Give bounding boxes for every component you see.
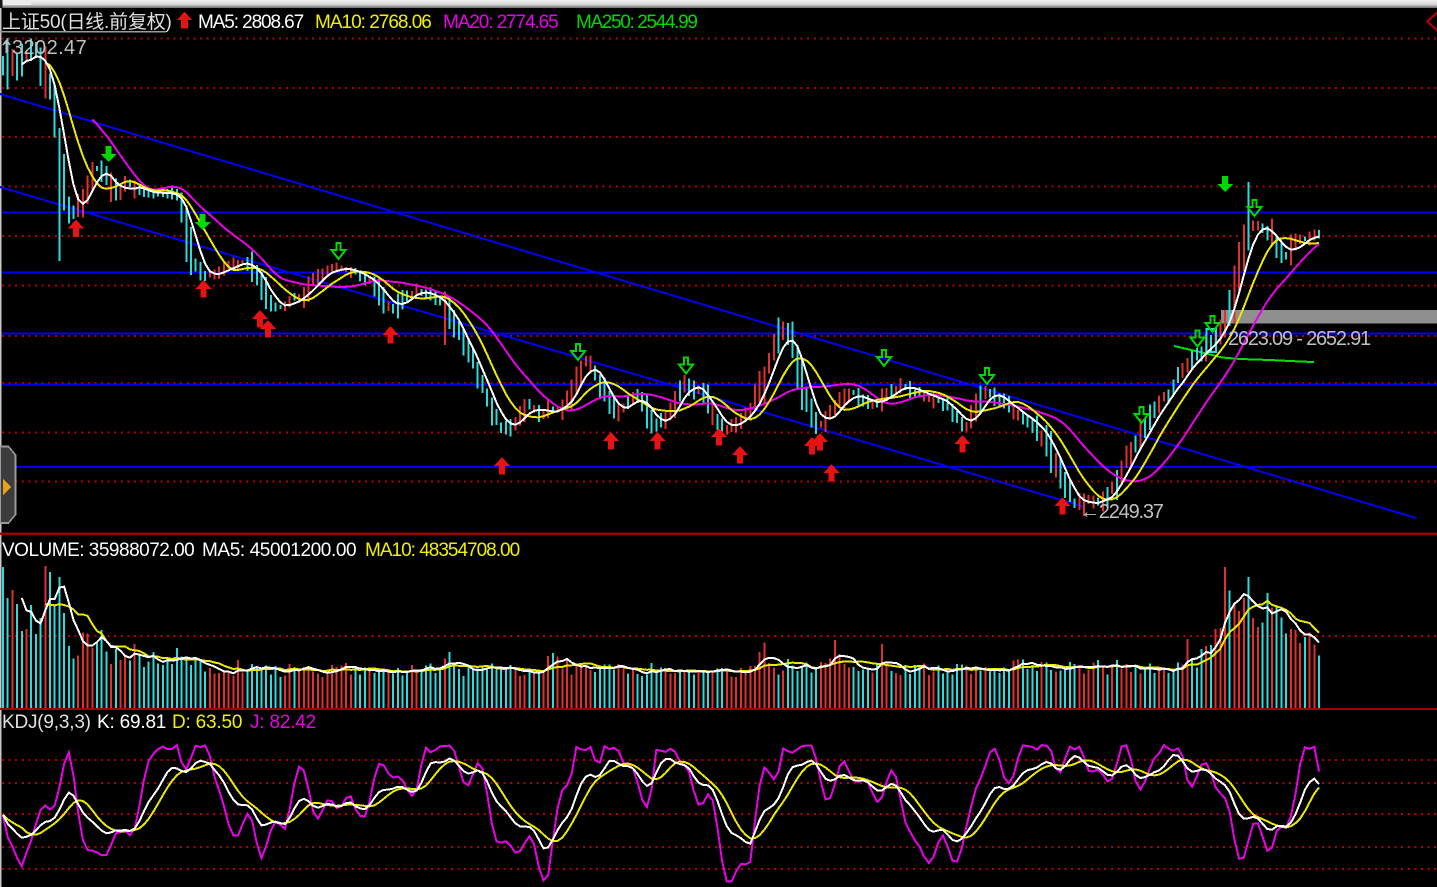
svg-text:KDJ(9,3,3): KDJ(9,3,3): [2, 712, 91, 733]
svg-text:VOLUME: 35988072.00: VOLUME: 35988072.00: [2, 540, 194, 561]
svg-text:MA20: 2774.65: MA20: 2774.65: [443, 12, 558, 33]
svg-text:MA10: 2768.06: MA10: 2768.06: [315, 12, 431, 33]
svg-text:上证50(日线.前复权): 上证50(日线.前复权): [2, 11, 172, 33]
svg-text:MA5: 45001200.00: MA5: 45001200.00: [202, 540, 356, 561]
svg-text:3202.47: 3202.47: [12, 37, 87, 59]
svg-text:J: 82.42: J: 82.42: [250, 712, 316, 733]
svg-text:D: 63.50: D: 63.50: [172, 712, 242, 733]
svg-text:MA5: 2808.67: MA5: 2808.67: [198, 12, 304, 33]
svg-text:K: 69.81: K: 69.81: [97, 712, 166, 733]
svg-text:MA10: 48354708.00: MA10: 48354708.00: [365, 540, 520, 561]
svg-text:2623.09 - 2652.91: 2623.09 - 2652.91: [1228, 328, 1371, 350]
svg-text:←2249.37: ←2249.37: [1080, 501, 1164, 523]
svg-text:MA250: 2544.99: MA250: 2544.99: [576, 12, 697, 33]
